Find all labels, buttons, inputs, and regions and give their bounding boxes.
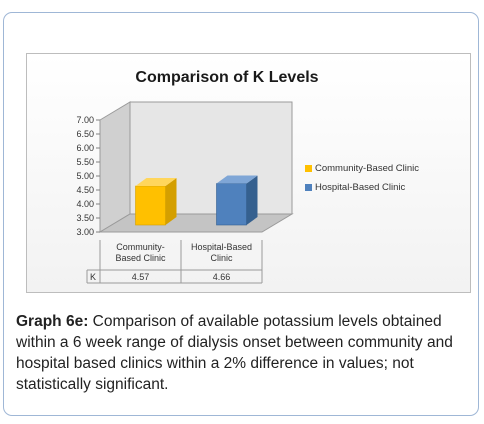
bar-front — [135, 185, 166, 226]
bar-chart: Comparison of K Levels 3.00 3.50 4.00 4.50 5… — [76, 69, 419, 284]
bar-side — [165, 178, 177, 225]
bars — [135, 175, 258, 226]
legend-swatch — [305, 184, 312, 191]
y-tick-label: 4.50 — [76, 185, 94, 195]
category-label: Community- — [116, 242, 165, 252]
legend-entry: Community-Based Clinic — [315, 163, 419, 174]
legend-swatch — [305, 165, 312, 172]
chart-area: Comparison of K Levels 3.00 3.50 4.00 4.50 5… — [26, 53, 471, 293]
bar-front — [216, 183, 247, 226]
y-tick-label: 5.50 — [76, 157, 94, 167]
figure-card: Comparison of K Levels 3.00 3.50 4.00 4.50 5… — [3, 12, 479, 416]
y-tick-label: 3.50 — [76, 213, 94, 223]
chart-title: Comparison of K Levels — [135, 69, 318, 86]
y-tick-label: 4.00 — [76, 199, 94, 209]
bar-top — [135, 178, 177, 187]
y-tick-label: 5.00 — [76, 171, 94, 181]
y-axis: 3.00 3.50 4.00 4.50 5.00 5.50 6.00 6.50 7.00 — [76, 115, 100, 237]
data-label: 4.57 — [132, 272, 150, 282]
y-tick-label: 6.00 — [76, 143, 94, 153]
y-tick-label: 7.00 — [76, 115, 94, 125]
legend-entry: Hospital-Based Clinic — [315, 182, 406, 193]
data-table: Community-Based Clinic Hospital-BasedClin… — [86, 240, 263, 284]
table-row-label: K — [90, 272, 96, 282]
y-tick-label: 6.50 — [76, 129, 94, 139]
legend: Community-Based Clinic Hospital-Based Cli… — [305, 163, 419, 193]
y-tick-label: 3.00 — [76, 227, 94, 237]
category-label: Clinic — [210, 253, 233, 263]
caption-label: Graph 6e: — [16, 313, 89, 330]
side-wall — [99, 101, 131, 233]
bar-side — [246, 175, 258, 225]
data-label: 4.66 — [213, 272, 231, 282]
bar-2 — [216, 175, 258, 226]
bar-1 — [135, 178, 177, 226]
chart-floor — [98, 213, 294, 233]
category-label: Based Clinic — [115, 253, 166, 263]
figure-caption: Graph 6e: Comparison of available potass… — [16, 311, 476, 395]
chart-walls — [98, 101, 294, 233]
bar-top — [216, 175, 258, 184]
caption-text: Comparison of available potassium levels… — [16, 313, 453, 393]
category-label: Hospital-Based — [191, 242, 252, 252]
